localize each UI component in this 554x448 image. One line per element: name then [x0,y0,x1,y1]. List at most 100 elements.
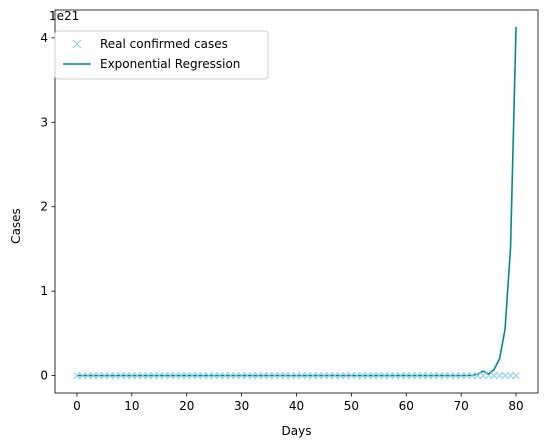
data-point-real-cases [188,371,196,380]
plot-layer [73,26,520,380]
legend-label-exponential: Exponential Regression [100,57,240,71]
data-point-real-cases [364,371,372,380]
data-point-real-cases [281,371,290,380]
data-point-real-cases [446,371,454,380]
data-point-real-cases [430,371,438,380]
data-point-real-cases [221,371,229,380]
data-point-real-cases [111,371,120,380]
data-point-real-cases [435,371,443,380]
data-point-real-cases [100,371,109,380]
data-point-real-cases [314,371,323,380]
y-tick-label: 0 [40,369,48,383]
data-point-real-cases [106,371,114,380]
x-tick-label: 30 [234,399,249,413]
data-point-real-cases [386,371,394,380]
data-point-real-cases [325,371,334,380]
data-point-real-cases [506,371,515,380]
data-point-real-cases [287,371,295,380]
data-point-real-cases [73,371,81,380]
legend: Real confirmed cases Exponential Regress… [54,30,269,80]
x-tick-label: 0 [73,399,81,413]
data-point-real-cases [133,371,141,380]
legend-label-real-cases: Real confirmed cases [100,37,228,51]
data-point-real-cases [353,371,361,380]
data-point-real-cases [309,371,317,380]
data-point-real-cases [237,371,246,380]
data-point-real-cases [166,371,174,380]
x-axis-label: Days [282,424,312,438]
data-point-real-cases [95,371,103,380]
legend-marker-real-cases [72,39,82,49]
data-point-real-cases [117,371,125,380]
x-tick-label: 40 [289,399,304,413]
data-point-real-cases [462,371,471,380]
data-point-real-cases [243,371,251,380]
data-point-real-cases [122,371,131,380]
data-point-real-cases [369,371,377,380]
data-point-real-cases [512,371,520,380]
data-point-real-cases [452,371,460,380]
data-point-real-cases [248,371,257,380]
data-point-real-cases [155,371,163,380]
y-tick-label: 4 [40,31,48,45]
data-point-real-cases [210,371,218,380]
data-point-real-cases [331,371,339,380]
data-point-real-cases [419,371,427,380]
data-point-real-cases [172,371,180,380]
data-point-real-cases [479,371,487,380]
data-point-real-cases [391,371,399,380]
data-point-real-cases [232,371,240,380]
x-tick-label: 80 [508,399,523,413]
data-point-real-cases [205,371,213,380]
data-point-real-cases [320,371,328,380]
data-point-real-cases [199,371,207,380]
data-point-real-cases [336,371,345,380]
data-point-real-cases [254,371,262,380]
data-point-real-cases [276,371,284,380]
y-offset-text: 1e21 [49,9,79,23]
data-point-real-cases [495,371,504,380]
x-tick-label: 70 [454,399,469,413]
x-tick-label: 50 [344,399,359,413]
data-point-real-cases [183,371,191,380]
data-point-real-cases [89,371,98,380]
y-axis-label: Cases [9,208,23,244]
data-point-real-cases [177,371,185,380]
data-point-real-cases [144,371,152,380]
data-point-real-cases [78,371,87,380]
data-point-real-cases [490,371,498,380]
data-point-real-cases [408,371,416,380]
data-point-real-cases [84,371,92,380]
data-point-real-cases [259,371,268,380]
data-point-real-cases [347,371,356,380]
data-point-real-cases [270,371,279,380]
data-point-real-cases [150,371,158,380]
data-point-real-cases [265,371,273,380]
data-point-real-cases [298,371,306,380]
data-point-real-cases [216,371,224,380]
data-point-real-cases [501,371,509,380]
y-tick-label: 1 [40,284,48,298]
data-point-real-cases [484,371,493,380]
data-point-real-cases [358,371,367,380]
axes-layer: 0 10 20 30 40 50 60 70 80 0 1 2 3 4 [40,9,539,413]
data-point-real-cases [194,371,202,380]
data-point-real-cases [380,371,388,380]
data-point-real-cases [457,371,465,380]
data-point-real-cases [128,371,136,380]
data-point-real-cases [375,371,383,380]
y-tick-label: 3 [40,115,48,129]
data-point-real-cases [441,371,449,380]
data-point-real-cases [473,371,482,380]
data-point-real-cases [424,371,432,380]
data-point-real-cases [161,371,169,380]
data-point-real-cases [226,371,235,380]
x-tick-label: 60 [399,399,414,413]
data-point-real-cases [402,371,410,380]
data-point-real-cases [468,371,476,380]
data-point-real-cases [413,371,421,380]
legend-x-marker [72,39,82,49]
data-point-real-cases [292,371,301,380]
x-tick-label: 20 [179,399,194,413]
